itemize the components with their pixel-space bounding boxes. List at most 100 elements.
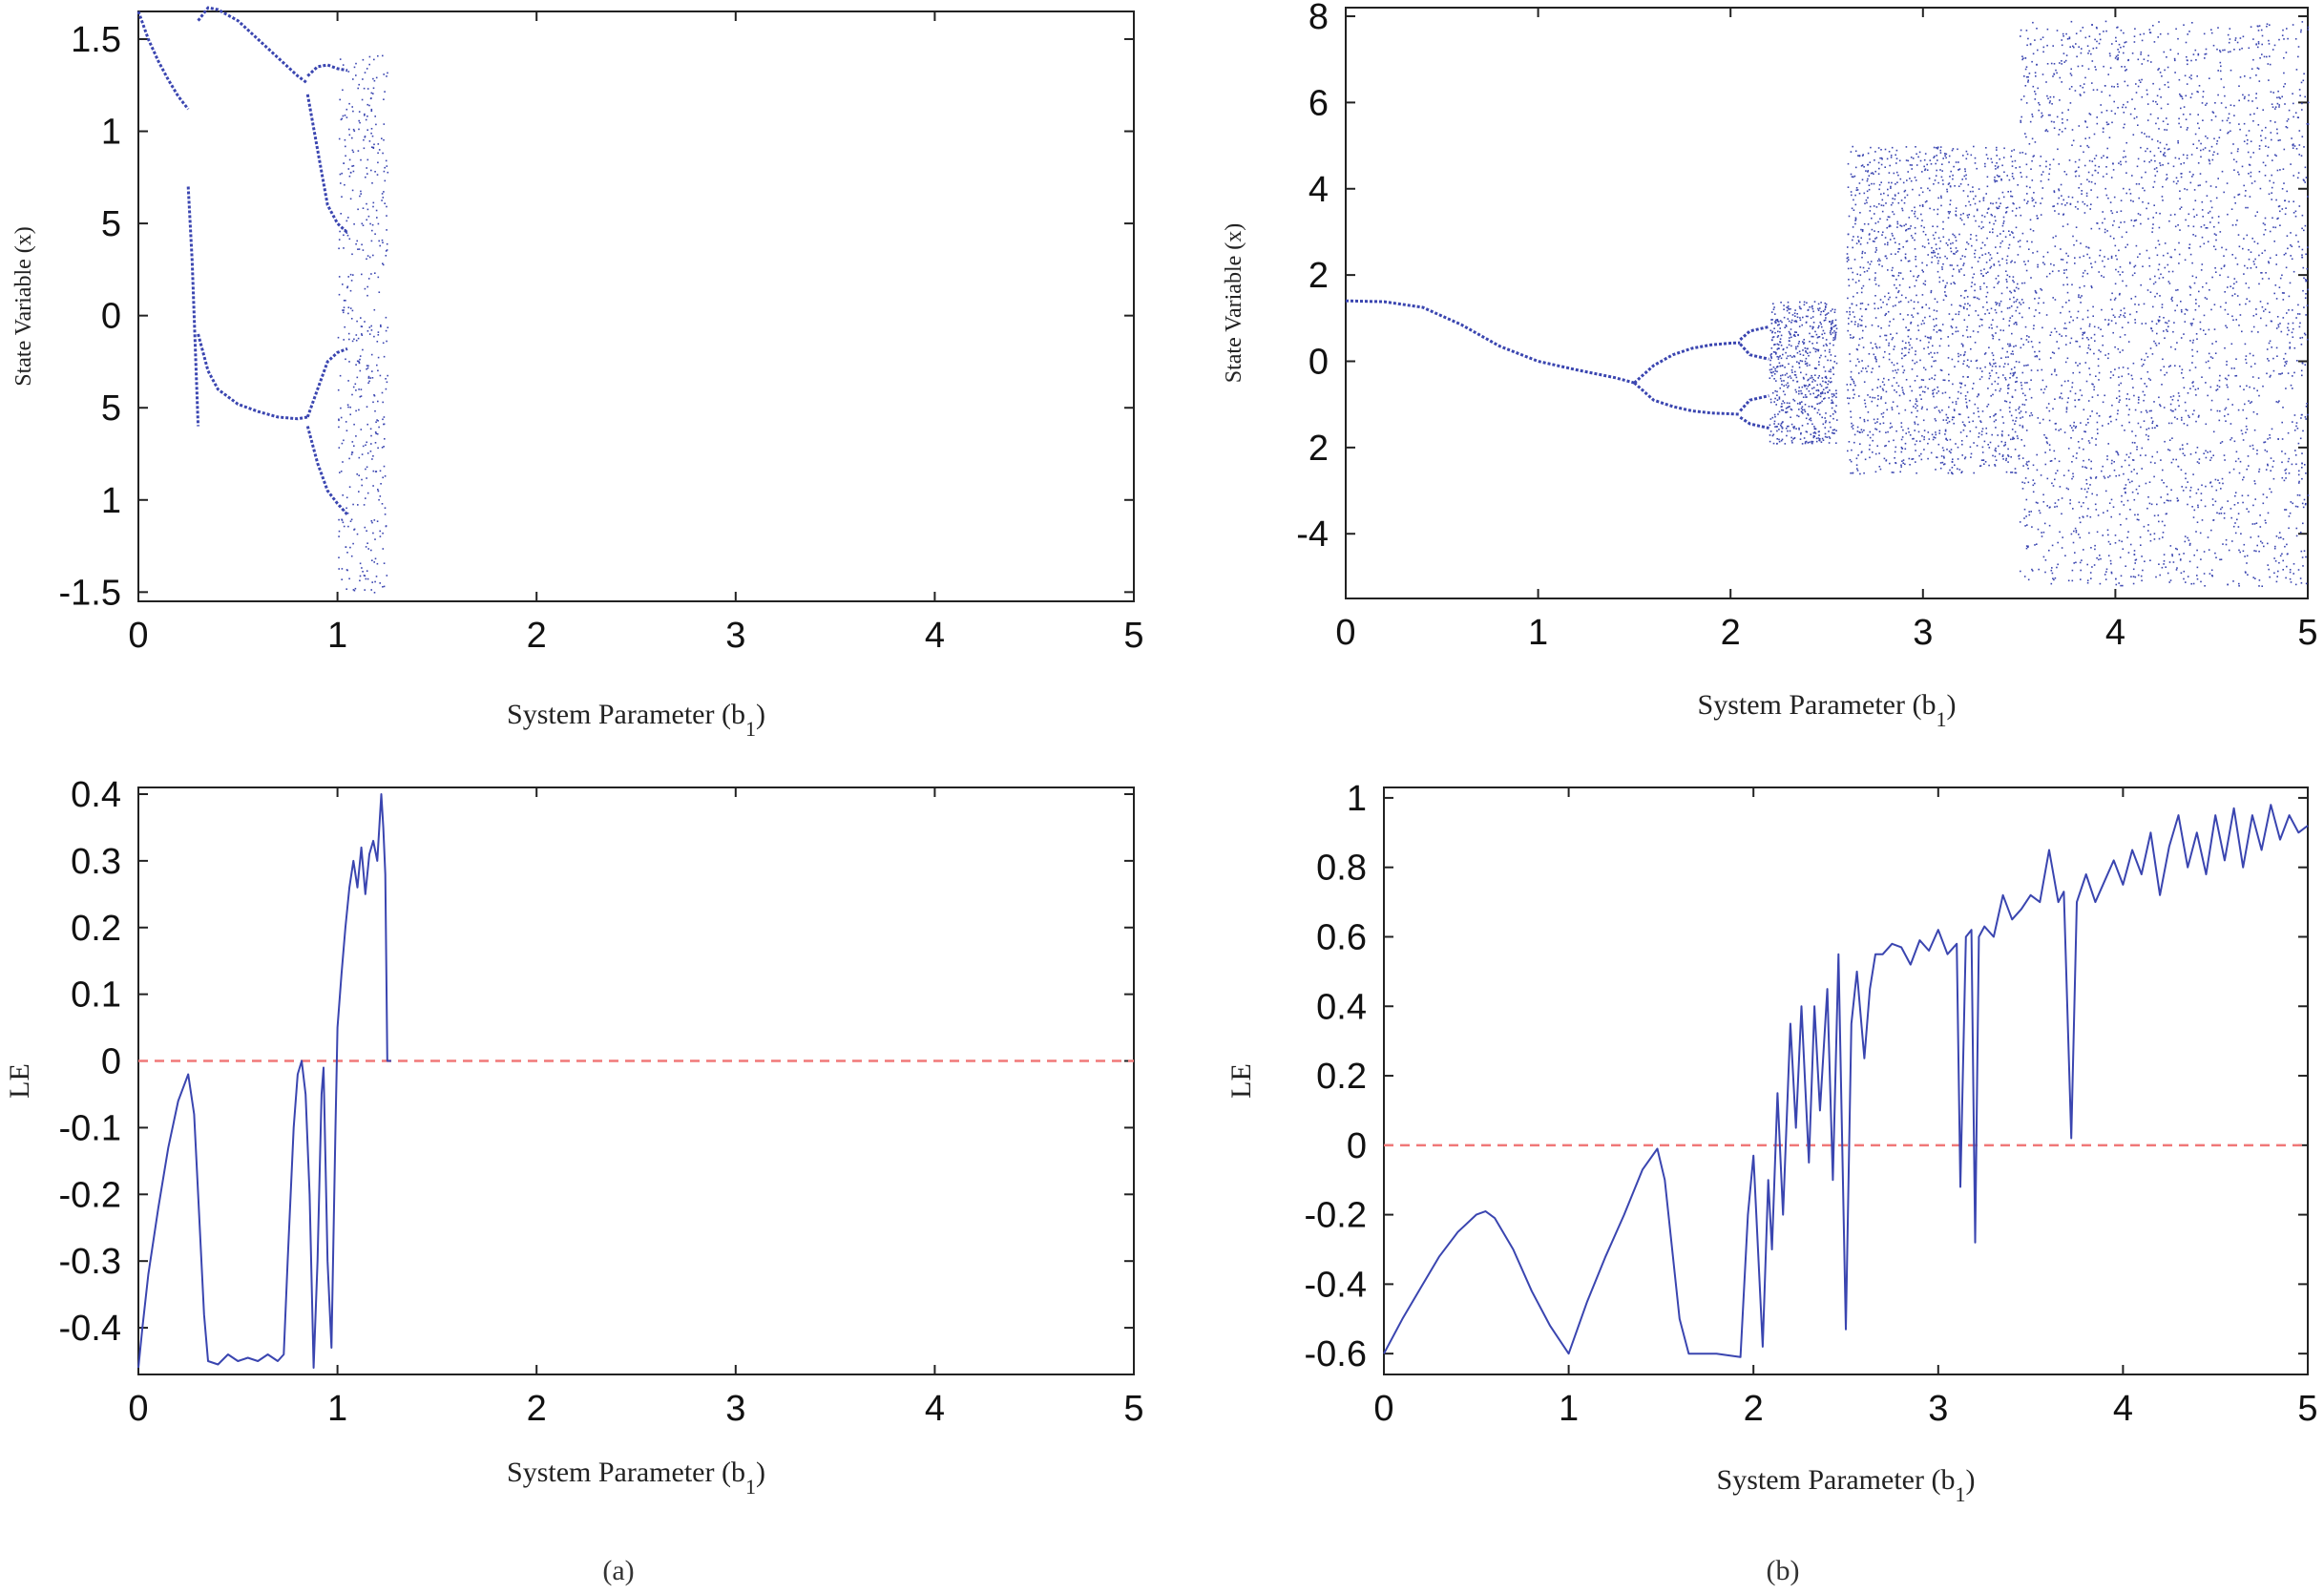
chaos-point [2123, 472, 2125, 475]
chaos-point [1835, 362, 1838, 365]
chaos-point [2107, 540, 2110, 543]
chaos-point [1775, 380, 1777, 382]
chaos-point [2180, 301, 2182, 303]
chaos-point [366, 492, 369, 494]
chaos-point [2234, 37, 2237, 39]
chaos-point [1850, 416, 1853, 418]
chaos-point [1937, 181, 1939, 184]
chaos-point [351, 309, 354, 312]
chaos-point [2024, 394, 2026, 397]
chaos-point [2304, 416, 2307, 418]
chaos-point [2265, 325, 2268, 326]
chaos-point [1948, 212, 1951, 215]
chaos-point [1974, 249, 1977, 252]
chaos-point [1823, 320, 1826, 322]
chaos-point [2301, 214, 2304, 217]
chaos-point [1819, 383, 1822, 386]
chaos-point [1978, 432, 1980, 434]
bifurcation-branch [305, 426, 349, 516]
chaos-point [2025, 515, 2027, 517]
chaos-point [2204, 297, 2207, 299]
chaos-point [1861, 430, 1864, 433]
chaos-point [2199, 173, 2202, 175]
chaos-point [2281, 421, 2283, 424]
chaos-point [2262, 109, 2264, 111]
chaos-point [2194, 451, 2197, 453]
chaos-point [1779, 338, 1782, 340]
chaos-point [2002, 222, 2004, 224]
chaos-point [2169, 256, 2172, 259]
chaos-point [2124, 316, 2126, 319]
chaos-point [2210, 399, 2213, 402]
chaos-point [1934, 436, 1937, 439]
chaos-point [1895, 195, 1896, 197]
chaos-point [2038, 510, 2041, 512]
chaos-point [2050, 62, 2053, 65]
chaos-point [2162, 358, 2164, 361]
chaos-point [1985, 147, 1987, 149]
chaos-point [1874, 397, 1876, 399]
chaos-point [2104, 228, 2106, 231]
chaos-point [2131, 430, 2133, 432]
chaos-point [1916, 325, 1919, 326]
chaos-point [2286, 565, 2288, 568]
chaos-point [1907, 329, 1909, 331]
chaos-point [1813, 301, 1816, 303]
chaos-point [1880, 181, 1882, 183]
chaos-point [1996, 174, 1999, 177]
chaos-point [1860, 291, 1863, 294]
chaos-point [2190, 324, 2193, 326]
chaos-point [2256, 211, 2258, 213]
chaos-point [1979, 257, 1980, 259]
chaos-point [2199, 321, 2202, 324]
chaos-point [360, 429, 363, 430]
chaos-point [2147, 524, 2149, 526]
chaos-point [386, 215, 387, 217]
chaos-point [2061, 131, 2063, 133]
chaos-point [341, 519, 344, 521]
chaos-point [2145, 454, 2146, 456]
chaos-point [1771, 331, 1773, 334]
chaos-point [1979, 420, 1981, 422]
chaos-point [1973, 296, 1975, 299]
chaos-point [367, 375, 370, 378]
chaos-point [2152, 283, 2155, 285]
chaos-point [1824, 421, 1827, 424]
chaos-point [2036, 469, 2039, 472]
chaos-point [1778, 347, 1780, 349]
chaos-point [1908, 430, 1910, 433]
chaos-point [1847, 186, 1850, 188]
chaos-point [338, 239, 341, 241]
chaos-point [1937, 237, 1940, 240]
chaos-point [2047, 114, 2050, 116]
chaos-point [1940, 204, 1942, 207]
chaos-point [1971, 282, 1973, 283]
chaos-point [374, 115, 376, 117]
chaos-point [1985, 262, 1988, 263]
chaos-point [1969, 430, 1972, 432]
chaos-point [2024, 153, 2027, 155]
chaos-point [1898, 242, 1900, 245]
chaos-point [2135, 558, 2138, 561]
chaos-point [341, 568, 344, 570]
chaos-point [1907, 171, 1909, 173]
chaos-point [2261, 585, 2263, 587]
chaos-point [2102, 425, 2104, 427]
chaos-point [1891, 232, 1894, 235]
chaos-point [1976, 445, 1979, 447]
chaos-point [1794, 370, 1796, 373]
chaos-point [2175, 458, 2177, 461]
chaos-point [2177, 288, 2179, 291]
chaos-point [2020, 176, 2022, 178]
chaos-point [1938, 432, 1940, 434]
y-tick-label: 5 [101, 204, 121, 244]
chaos-point [2078, 294, 2080, 296]
chaos-point [2182, 114, 2185, 115]
chaos-point [350, 318, 353, 320]
chaos-point [367, 278, 370, 280]
chaos-point [1912, 316, 1915, 318]
chaos-point [2145, 171, 2146, 174]
chaos-point [2188, 416, 2190, 418]
chaos-point [2126, 84, 2129, 87]
chaos-point [1861, 229, 1864, 231]
